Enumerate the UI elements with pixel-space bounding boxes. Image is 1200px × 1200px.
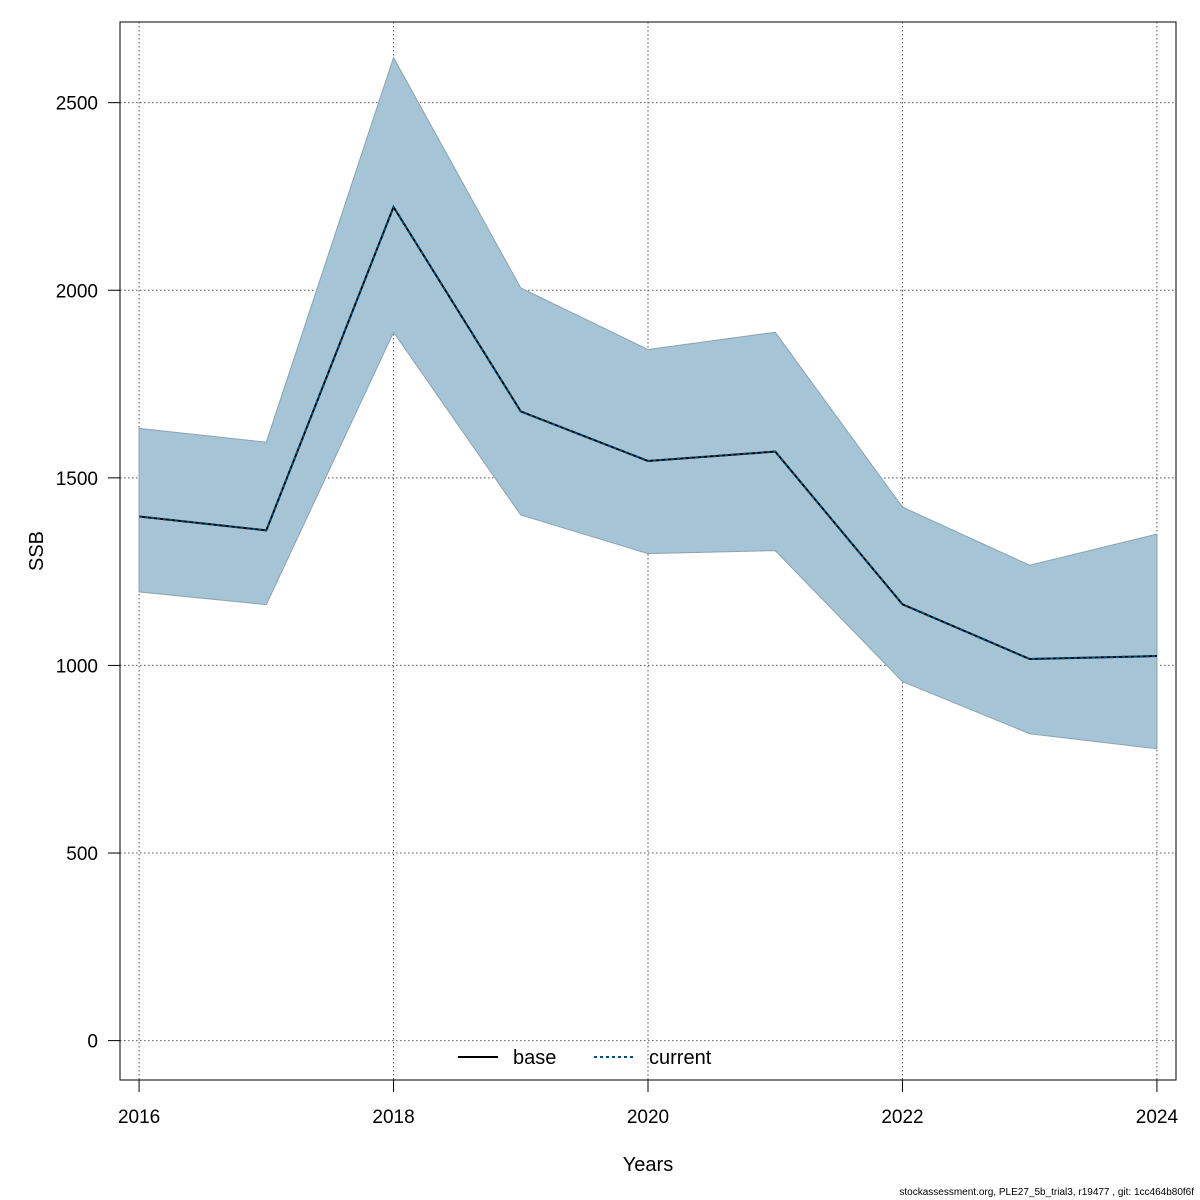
x-tick-label: 2018	[372, 1107, 414, 1128]
x-tick-label: 2016	[118, 1107, 160, 1128]
y-tick-label: 1000	[56, 656, 98, 677]
series-line-current	[138, 204, 1157, 661]
confidence-band	[138, 56, 1158, 750]
y-tick-label: 2500	[56, 94, 98, 115]
footer-note: stockassessment.org, PLE27_5b_trial3, r1…	[899, 1187, 1194, 1198]
y-tick-label: 1500	[56, 469, 98, 490]
legend: base current	[458, 1047, 712, 1069]
legend-label-base: base	[513, 1047, 556, 1069]
y-axis-title: SSB	[26, 531, 48, 571]
legend-label-current: current	[649, 1047, 712, 1069]
x-tick-label: 2022	[881, 1107, 923, 1128]
x-tick-label: 2024	[1136, 1107, 1179, 1128]
y-tick-label: 500	[66, 844, 98, 865]
y-tick-label: 0	[87, 1032, 98, 1053]
x-axis-title: Years	[623, 1154, 673, 1176]
y-tick-label: 2000	[56, 281, 98, 302]
y-axis: 0 500 1000 1500 2000 2500	[56, 94, 121, 1053]
x-axis: 2016 2018 2020 2022 2024	[118, 1079, 1179, 1128]
x-tick-label: 2020	[627, 1107, 669, 1128]
series-lines	[138, 204, 1157, 661]
